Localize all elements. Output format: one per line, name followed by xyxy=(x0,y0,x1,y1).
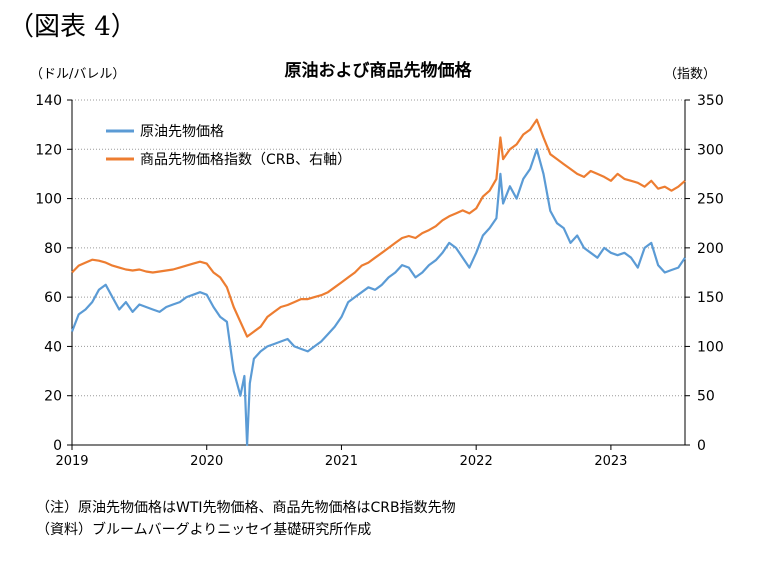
right-axis-unit-label: （指数） xyxy=(664,67,716,82)
legend-label-0: 原油先物価格 xyxy=(140,124,224,140)
source-text: （資料）ブルームバーグよりニッセイ基礎研究所作成 xyxy=(36,522,372,538)
series-line-1 xyxy=(71,118,686,338)
left-tick-label: 40 xyxy=(44,339,62,355)
x-tick-label: 2020 xyxy=(190,454,223,469)
right-tick-label: 150 xyxy=(697,290,724,306)
right-tick-label: 300 xyxy=(697,142,724,158)
chart: 原油および商品先物価格 （ドル/バレル） （指数） 0 20 40 60 80 100 12… xyxy=(30,60,724,469)
series-line-0 xyxy=(70,148,686,447)
x-tick-label: 2022 xyxy=(460,454,493,469)
chart-title: 原油および商品先物価格 xyxy=(285,60,473,81)
right-tick-label: 200 xyxy=(697,241,724,257)
left-tick-label: 60 xyxy=(44,290,62,306)
left-tick-label: 20 xyxy=(44,389,62,405)
right-tick-label: 100 xyxy=(697,339,724,355)
right-tick-label: 250 xyxy=(697,192,724,208)
x-tick-label: 2023 xyxy=(594,454,627,469)
left-tick-label: 100 xyxy=(35,192,62,208)
left-tick-label: 140 xyxy=(35,93,62,109)
x-tick-label: 2019 xyxy=(55,454,88,469)
left-tick-label: 120 xyxy=(35,142,62,158)
gridlines xyxy=(72,99,685,397)
left-tick-label: 80 xyxy=(44,241,62,257)
right-tick-label: 50 xyxy=(697,389,715,405)
right-tick-label: 350 xyxy=(697,93,724,109)
figure-label: （図表 4） xyxy=(8,12,137,42)
left-axis-unit-label: （ドル/バレル） xyxy=(30,67,125,82)
series-layer xyxy=(70,118,686,447)
note-text: （注）原油先物価格はWTI先物価格、商品先物価格はCRB指数先物 xyxy=(36,500,456,516)
legend-label-1: 商品先物価格指数（CRB、右軸） xyxy=(140,152,351,168)
right-tick-label: 0 xyxy=(697,438,706,454)
x-tick-label: 2021 xyxy=(325,454,358,469)
left-tick-label: 0 xyxy=(53,438,62,454)
